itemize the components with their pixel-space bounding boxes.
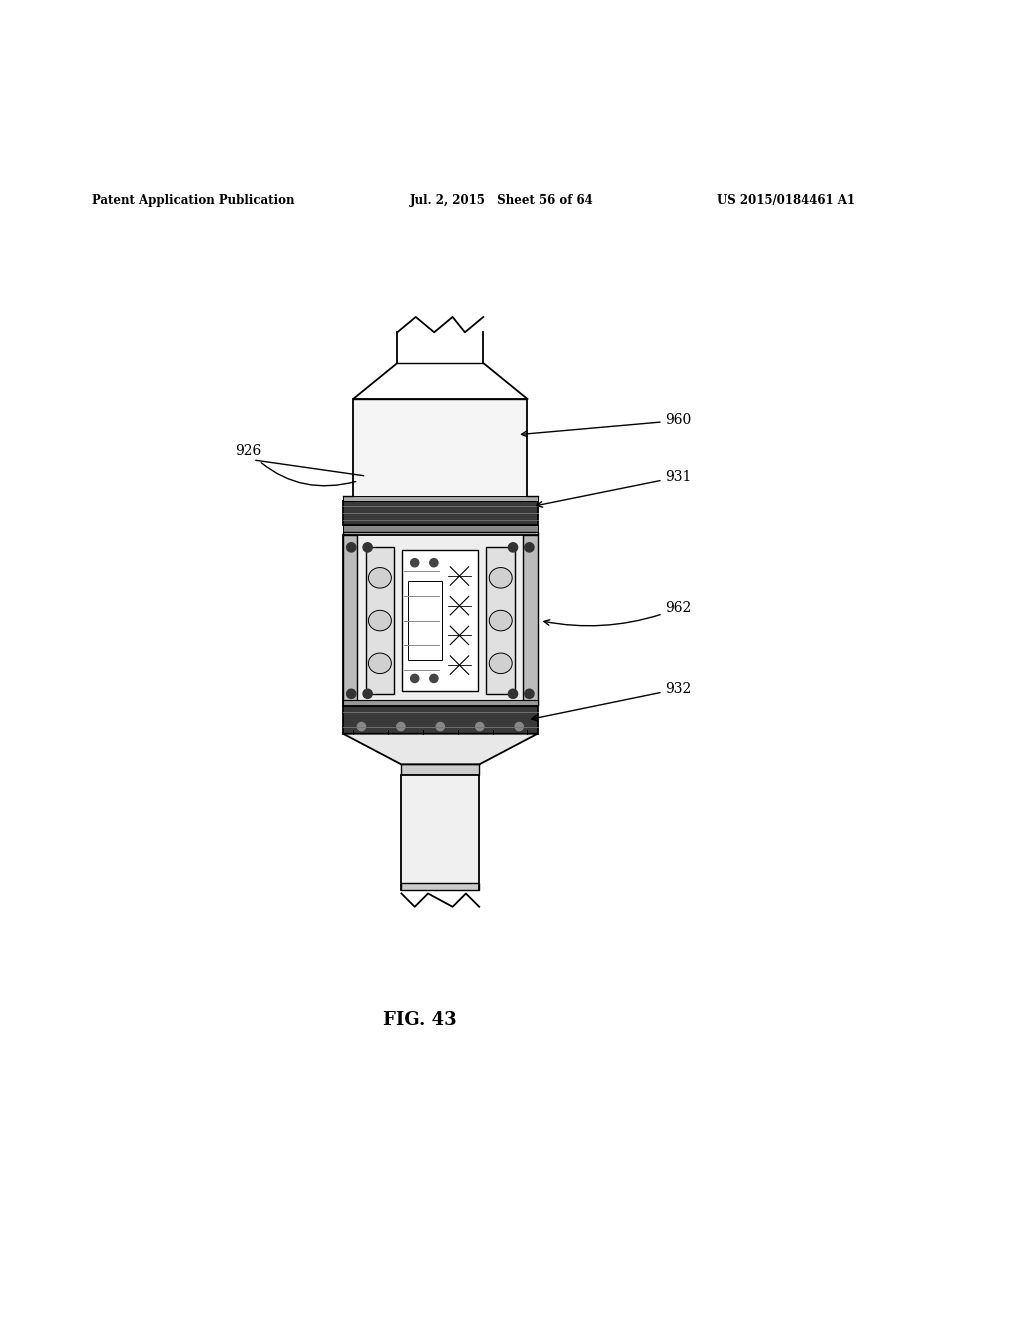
Text: Jul. 2, 2015   Sheet 56 of 64: Jul. 2, 2015 Sheet 56 of 64 (410, 194, 593, 207)
Ellipse shape (369, 568, 391, 589)
Bar (366, 548, 394, 694)
Circle shape (346, 543, 356, 552)
Bar (486, 548, 515, 694)
Circle shape (515, 722, 523, 731)
Bar (402, 550, 478, 690)
Polygon shape (343, 734, 538, 764)
Bar (401, 883, 479, 891)
Bar (353, 399, 527, 502)
Text: 931: 931 (537, 470, 692, 507)
Bar (343, 525, 538, 532)
Circle shape (357, 722, 366, 731)
Circle shape (411, 675, 419, 682)
Bar (343, 535, 357, 706)
Bar (343, 535, 538, 706)
Bar (343, 700, 538, 706)
Bar (343, 502, 538, 525)
Ellipse shape (369, 653, 391, 673)
Text: FIG. 43: FIG. 43 (383, 1011, 457, 1030)
Text: Patent Application Publication: Patent Application Publication (92, 194, 295, 207)
Circle shape (362, 543, 373, 552)
Ellipse shape (489, 653, 512, 673)
Circle shape (525, 689, 535, 698)
Text: 962: 962 (544, 601, 692, 626)
Circle shape (346, 689, 356, 698)
Circle shape (396, 722, 404, 731)
Circle shape (508, 543, 517, 552)
Text: 926: 926 (236, 445, 355, 486)
Ellipse shape (489, 610, 512, 631)
Ellipse shape (489, 568, 512, 589)
Bar (343, 532, 538, 535)
Circle shape (411, 558, 419, 566)
Circle shape (508, 689, 517, 698)
Bar (408, 581, 442, 660)
Circle shape (430, 675, 438, 682)
Bar (401, 764, 479, 775)
Circle shape (436, 722, 444, 731)
Bar (523, 535, 538, 706)
Circle shape (525, 543, 535, 552)
Circle shape (430, 558, 438, 566)
Text: 932: 932 (531, 681, 692, 721)
Circle shape (362, 689, 373, 698)
Circle shape (475, 722, 484, 731)
Bar (401, 775, 479, 886)
Ellipse shape (369, 610, 391, 631)
Bar (343, 706, 538, 734)
Bar (343, 496, 538, 502)
Text: 960: 960 (521, 413, 692, 437)
Text: US 2015/0184461 A1: US 2015/0184461 A1 (717, 194, 855, 207)
